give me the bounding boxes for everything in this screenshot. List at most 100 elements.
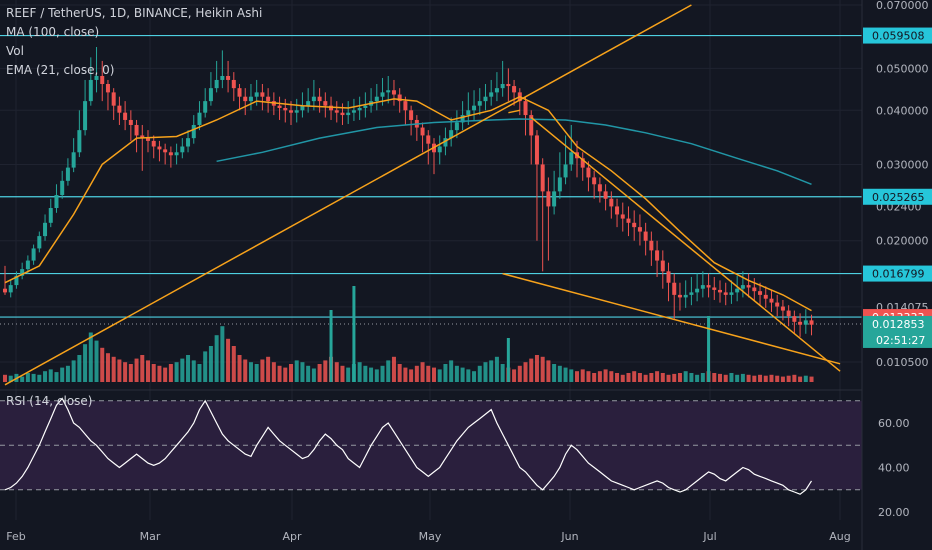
volume-bar: [123, 362, 128, 382]
volume-bar: [83, 344, 88, 382]
candle-body: [546, 191, 551, 207]
last-price-label: 0.012853: [872, 318, 925, 331]
volume-bar: [672, 373, 677, 382]
candle-body: [523, 101, 528, 116]
candle-body: [632, 222, 637, 228]
trendlines[interactable]: [4, 4, 841, 386]
candle-body: [752, 287, 757, 292]
volume-bar: [460, 367, 465, 382]
volume-bar-spike: [707, 316, 711, 382]
candle-body: [592, 177, 597, 185]
volume-bar: [546, 360, 551, 382]
time-tick-label: Jul: [702, 530, 716, 543]
vol-legend[interactable]: Vol: [6, 44, 24, 58]
candle-body: [311, 96, 316, 102]
volume-bar-spike: [329, 310, 333, 382]
candle-body: [449, 130, 454, 139]
candle-body: [494, 88, 499, 93]
volume-bar: [609, 371, 614, 382]
volume-bar: [477, 365, 482, 382]
volume-bar: [163, 367, 168, 382]
volume-bar: [523, 362, 528, 382]
candle-body: [689, 292, 694, 295]
level-tag: [863, 27, 932, 44]
volume-bar: [586, 371, 591, 382]
candle-body: [718, 289, 722, 293]
horizontal-levels[interactable]: [0, 34, 862, 325]
rsi-axis[interactable]: 60.00 40.00 20.00: [878, 417, 910, 519]
ema-legend[interactable]: EMA (21, close, 0): [6, 63, 115, 77]
candle-body: [483, 96, 488, 102]
volume-bar: [798, 376, 803, 382]
volume-bar: [763, 375, 768, 382]
volume-bar: [43, 371, 48, 382]
candle-body: [277, 105, 282, 108]
volume-bar: [449, 360, 454, 382]
candle-body: [655, 250, 660, 261]
volume-bar: [552, 364, 557, 382]
candle-body: [792, 316, 797, 322]
price-tick-label: 0.070000: [876, 0, 929, 12]
volume-bar: [283, 367, 288, 382]
rsi-legend[interactable]: RSI (14, close): [6, 394, 93, 408]
symbol-title[interactable]: REEF / TetherUS, 1D, BINANCE, Heikin Ash…: [6, 6, 263, 20]
volume-bar: [346, 367, 351, 382]
trendline: [508, 109, 520, 114]
volume-bar: [340, 365, 345, 382]
candle-body: [289, 110, 293, 113]
candle-body: [603, 191, 608, 199]
candle-body: [466, 110, 471, 116]
volume-bar: [695, 374, 700, 382]
candle-body: [443, 138, 448, 147]
volume-bar: [369, 367, 374, 382]
volume-bar: [186, 355, 191, 382]
volume-bar: [472, 371, 477, 382]
time-axis[interactable]: Feb Mar Apr May Jun Jul Aug: [6, 530, 850, 543]
volume-bar: [60, 367, 65, 382]
candle-body: [775, 302, 780, 307]
candle-body: [117, 105, 122, 113]
candle-body: [723, 292, 728, 295]
candle-body: [31, 248, 36, 261]
volume-bar: [718, 373, 722, 382]
volume-bar: [8, 375, 13, 382]
volume-bar: [529, 358, 534, 382]
candle-body: [111, 92, 116, 106]
volume-bar: [683, 371, 688, 382]
candle-body: [123, 112, 128, 120]
price-axis[interactable]: 0.070000 0.050000 0.040000 0.030000 0.020000…: [863, 0, 932, 369]
candle-body: [666, 271, 671, 283]
candles: [3, 46, 814, 337]
candle-body: [460, 115, 465, 123]
volume-bar: [409, 369, 414, 382]
volume-bar: [317, 364, 322, 382]
volume-bar: [151, 364, 156, 382]
volume-bar: [655, 371, 660, 382]
candle-body: [151, 140, 156, 147]
volume-bar: [3, 374, 7, 382]
price-tick-label: 0.020000: [876, 235, 929, 248]
candle-body: [534, 135, 539, 165]
volume-bar: [334, 362, 339, 382]
volume-bar: [134, 358, 139, 382]
candle-body: [100, 75, 105, 85]
volume-bar: [203, 351, 208, 382]
ma-legend[interactable]: MA (100, close): [6, 25, 100, 39]
volume-bar: [603, 369, 608, 382]
candle-body: [203, 101, 208, 113]
volume-bar: [466, 369, 471, 382]
price-tick-label: 0.010500: [876, 356, 929, 369]
chart-legend: REEF / TetherUS, 1D, BINANCE, Heikin Ash…: [6, 4, 262, 80]
candle-body: [706, 285, 711, 288]
volume-bar: [94, 340, 99, 382]
candle-body: [620, 214, 625, 219]
rsi-tick-label: 20.00: [878, 506, 910, 519]
candle-body: [489, 92, 494, 97]
volume-bar: [689, 373, 694, 382]
candle-body: [660, 260, 665, 272]
volume-bar: [660, 373, 665, 382]
volume-bar: [414, 365, 419, 382]
volume-bar: [649, 373, 654, 382]
volume-bar: [432, 367, 436, 382]
